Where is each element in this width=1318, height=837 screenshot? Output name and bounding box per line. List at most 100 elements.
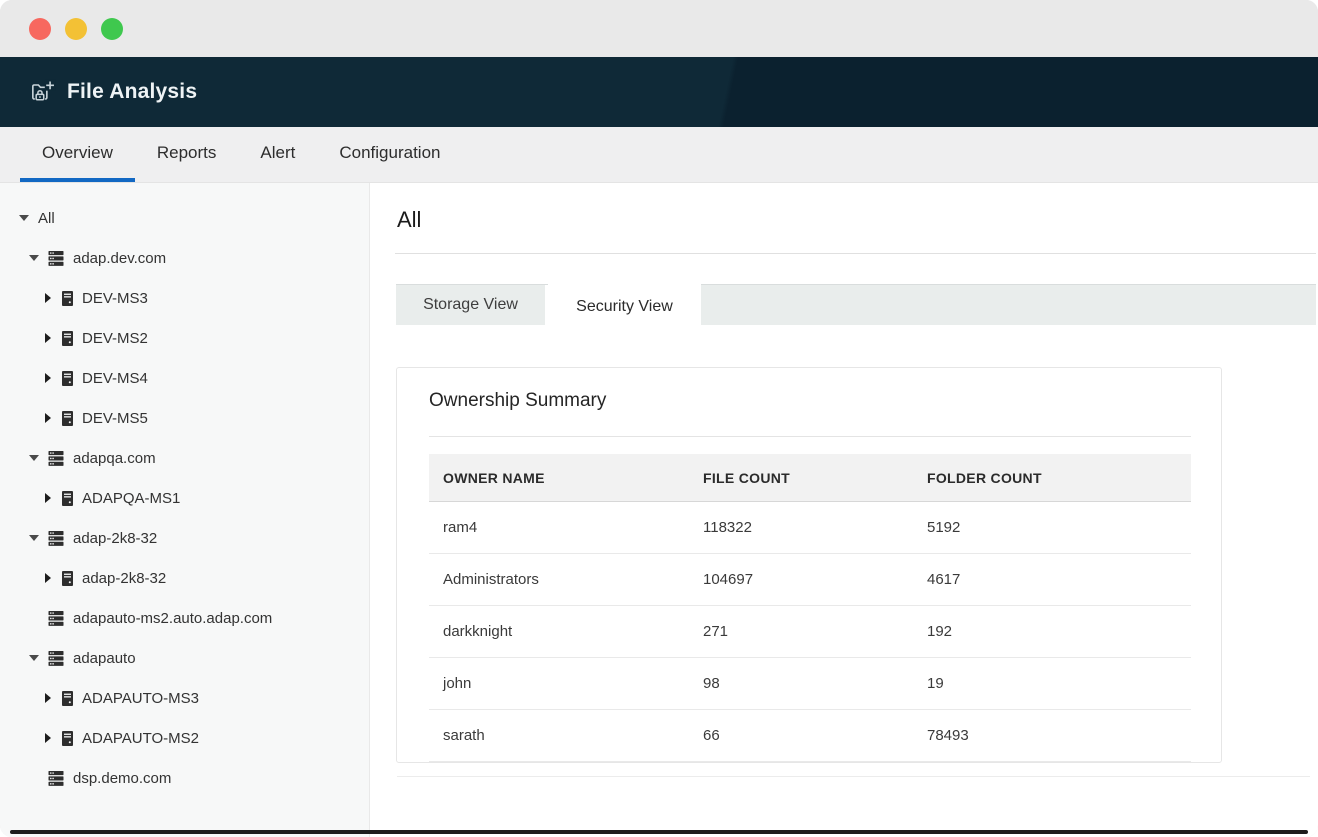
table-row: john 98 19: [429, 657, 1191, 710]
tree-item-adap-2k8-32-child[interactable]: adap-2k8-32: [0, 558, 369, 598]
caret-right-icon[interactable]: [42, 573, 54, 583]
nav-tab-label: Reports: [156, 142, 217, 162]
tree-item-dev-ms3[interactable]: DEV-MS3: [0, 278, 369, 318]
tab-storage-view[interactable]: Storage View: [396, 285, 548, 325]
tree-item-adapauto[interactable]: adapauto: [0, 638, 369, 678]
tree-item-dev-ms5[interactable]: DEV-MS5: [0, 398, 369, 438]
nav-tab-label: Overview: [42, 142, 113, 162]
close-window-button[interactable]: [29, 17, 51, 40]
owner-name-cell: ram4: [429, 501, 689, 554]
caret-right-icon[interactable]: [42, 493, 54, 503]
owner-name-cell: john: [429, 657, 689, 710]
nav-tab-reports[interactable]: Reports: [135, 127, 239, 182]
file-count-cell: 66: [689, 709, 913, 762]
table-row: ram4 118322 5192: [429, 501, 1191, 554]
owner-name-cell: Administrators: [429, 553, 689, 606]
server-stack-icon: [48, 531, 64, 546]
tree-item-label: DEV-MS2: [82, 329, 148, 347]
top-nav: Overview Reports Alert Configuration: [0, 127, 1318, 183]
caret-right-icon[interactable]: [42, 693, 54, 703]
tree-item-label: dsp.demo.com: [73, 769, 172, 787]
caret-down-icon[interactable]: [28, 535, 40, 541]
tab-label: Storage View: [423, 296, 518, 313]
folder-count-cell: 5192: [913, 501, 1191, 554]
file-count-cell: 104697: [689, 553, 913, 606]
tree-item-label: adapauto: [73, 649, 136, 667]
folder-lock-plus-icon: [28, 78, 56, 106]
tree-item-dev-ms2[interactable]: DEV-MS2: [0, 318, 369, 358]
tab-label: Security View: [576, 297, 673, 315]
tree-item-adapqa-com[interactable]: adapqa.com: [0, 438, 369, 478]
table-row: Administrators 104697 4617: [429, 553, 1191, 606]
server-icon: [62, 571, 73, 586]
tree-item-adapauto-ms3[interactable]: ADAPAUTO-MS3: [0, 678, 369, 718]
server-icon: [62, 691, 73, 706]
owner-name-cell: sarath: [429, 709, 689, 762]
file-count-cell: 98: [689, 657, 913, 710]
server-icon: [62, 491, 73, 506]
tree-item-dsp-demo-com[interactable]: dsp.demo.com: [0, 758, 369, 798]
tree-item-adap-2k8-32[interactable]: adap-2k8-32: [0, 518, 369, 558]
nav-tab-configuration[interactable]: Configuration: [317, 127, 462, 182]
server-stack-icon: [48, 651, 64, 666]
tree-item-adapqa-ms1[interactable]: ADAPQA-MS1: [0, 478, 369, 518]
server-icon: [62, 331, 73, 346]
tab-security-view[interactable]: Security View: [548, 284, 701, 329]
caret-down-icon[interactable]: [28, 455, 40, 461]
titlebar: [0, 0, 1318, 57]
content-area: All adap.dev.com DEV-MS3 DEV-MS2 DEV: [0, 183, 1318, 837]
caret-right-icon[interactable]: [42, 293, 54, 303]
column-header-file-count: FILE COUNT: [689, 454, 913, 502]
ownership-table: OWNER NAME FILE COUNT FOLDER COUNT ram4 …: [429, 454, 1191, 762]
minimize-window-button[interactable]: [65, 17, 87, 40]
card-title: Ownership Summary: [429, 390, 607, 411]
server-icon: [62, 291, 73, 306]
page-title: All: [397, 207, 422, 232]
server-icon: [62, 411, 73, 426]
server-icon: [62, 731, 73, 746]
caret-down-icon[interactable]: [18, 215, 30, 221]
server-stack-icon: [48, 771, 64, 786]
tree-item-adapauto-ms2[interactable]: ADAPAUTO-MS2: [0, 718, 369, 758]
tree-item-dev-ms4[interactable]: DEV-MS4: [0, 358, 369, 398]
caret-right-icon[interactable]: [42, 413, 54, 423]
tree-item-label: DEV-MS5: [82, 409, 148, 427]
tree-item-label: All: [38, 209, 55, 227]
heading-divider: [395, 253, 1316, 254]
table-header-row: OWNER NAME FILE COUNT FOLDER COUNT: [429, 454, 1191, 502]
server-stack-icon: [48, 611, 64, 626]
caret-down-icon[interactable]: [28, 655, 40, 661]
table-row: sarath 66 78493: [429, 709, 1191, 762]
file-count-cell: 118322: [689, 501, 913, 554]
window-bottom-edge: [10, 830, 1308, 834]
tree-item-label: ADAPQA-MS1: [82, 489, 181, 507]
tree-item-label: adapauto-ms2.auto.adap.com: [73, 609, 273, 627]
nav-tab-label: Configuration: [339, 142, 441, 162]
server-stack-icon: [48, 451, 64, 466]
nav-tab-overview[interactable]: Overview: [20, 127, 135, 182]
nav-tab-label: Alert: [260, 142, 296, 162]
caret-right-icon[interactable]: [42, 733, 54, 743]
tree-item-all[interactable]: All: [0, 198, 369, 238]
table-row: darkknight 271 192: [429, 605, 1191, 658]
view-tab-strip: Storage View Security View: [396, 284, 1316, 329]
column-header-owner-name: OWNER NAME: [429, 454, 689, 502]
nav-tab-alert[interactable]: Alert: [238, 127, 317, 182]
folder-count-cell: 19: [913, 657, 1191, 710]
tree-item-label: ADAPAUTO-MS3: [82, 689, 199, 707]
tree-item-adap-dev-com[interactable]: adap.dev.com: [0, 238, 369, 278]
tree-item-label: DEV-MS3: [82, 289, 148, 307]
folder-count-cell: 4617: [913, 553, 1191, 606]
tree-item-label: adap-2k8-32: [73, 529, 158, 547]
tree-item-adapauto-ms2-auto-adap-com[interactable]: adapauto-ms2.auto.adap.com: [0, 598, 369, 638]
tree-item-label: adapqa.com: [73, 449, 156, 467]
ownership-summary-card: Ownership Summary OWNER NAME FILE COUNT …: [396, 367, 1222, 763]
server-icon: [62, 371, 73, 386]
caret-right-icon[interactable]: [42, 373, 54, 383]
caret-down-icon[interactable]: [28, 255, 40, 261]
tree-item-label: DEV-MS4: [82, 369, 148, 387]
card-title-divider: [429, 436, 1191, 437]
caret-right-icon[interactable]: [42, 333, 54, 343]
zoom-window-button[interactable]: [101, 17, 123, 40]
